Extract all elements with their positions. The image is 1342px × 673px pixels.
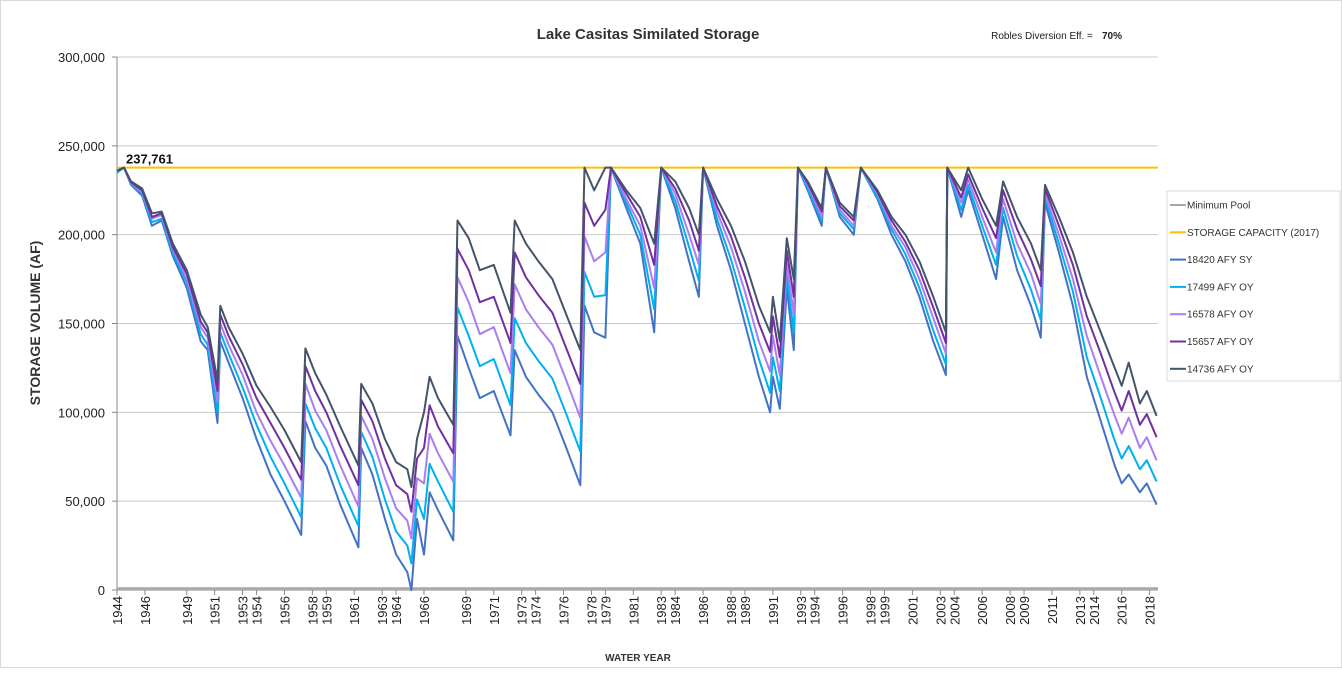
x-tick-label: 1996 [836, 596, 851, 625]
x-tick-label: 1988 [724, 596, 739, 625]
x-tick-label: 2003 [933, 596, 948, 625]
x-tick-label: 1963 [375, 596, 390, 625]
x-tick-label: 1971 [487, 596, 502, 625]
x-tick-label: 2008 [1003, 596, 1018, 625]
x-tick-label: 1994 [808, 596, 823, 625]
y-tick-label: 300,000 [58, 50, 105, 65]
x-tick-label: 1976 [557, 596, 572, 625]
x-tick-label: 2013 [1073, 596, 1088, 625]
x-tick-label: 1983 [654, 596, 669, 625]
note-value: 70% [1102, 31, 1122, 42]
y-axis-title: STORAGE VOLUME (AF) [27, 241, 43, 406]
x-tick-label: 1954 [250, 596, 265, 625]
x-tick-label: 1961 [347, 596, 362, 625]
legend-label: Minimum Pool [1187, 201, 1250, 212]
x-axis-title: WATER YEAR [605, 653, 672, 664]
x-tick-label: 1953 [236, 596, 251, 625]
legend-label: 18420 AFY SY [1187, 255, 1253, 266]
x-tick-label: 1989 [738, 596, 753, 625]
x-tick-label: 1998 [864, 596, 879, 625]
x-tick-label: 1969 [459, 596, 474, 625]
x-tick-label: 2011 [1045, 596, 1060, 624]
x-tick-label: 1958 [305, 596, 320, 625]
legend-box [1166, 190, 1341, 382]
series-line [116, 166, 1158, 565]
y-tick-label: 200,000 [58, 228, 105, 243]
y-tick-label: 100,000 [58, 405, 105, 420]
reference-label: 237,761 [126, 152, 173, 167]
series-line [116, 166, 1158, 540]
series-line [116, 166, 1158, 513]
y-tick-label: 0 [98, 583, 105, 598]
x-tick-label: 1999 [877, 596, 892, 625]
x-tick-label: 1956 [277, 596, 292, 625]
x-tick-label: 1951 [208, 596, 223, 625]
x-tick-label: 2016 [1115, 596, 1130, 625]
x-tick-label: 2014 [1087, 596, 1102, 625]
x-tick-label: 1946 [138, 596, 153, 625]
x-tick-label: 1973 [515, 596, 530, 625]
legend-label: 15657 AFY OY [1187, 337, 1254, 348]
series-line [116, 166, 1158, 488]
legend-label: STORAGE CAPACITY (2017) [1187, 228, 1319, 239]
x-tick-label: 2001 [905, 596, 920, 625]
x-tick-label: 1964 [389, 596, 404, 625]
legend-label: 14736 AFY OY [1187, 364, 1254, 375]
x-tick-label: 2009 [1017, 596, 1032, 625]
series-line [116, 166, 1158, 591]
x-tick-label: 1986 [696, 596, 711, 625]
x-tick-label: 2006 [975, 596, 990, 625]
x-tick-label: 1978 [584, 596, 599, 625]
x-tick-label: 1966 [417, 596, 432, 625]
x-tick-label: 1993 [794, 596, 809, 625]
x-tick-label: 1991 [766, 596, 781, 625]
x-tick-label: 1974 [529, 596, 544, 625]
x-tick-label: 1984 [668, 596, 683, 625]
y-tick-label: 250,000 [58, 139, 105, 154]
legend-label: 16578 AFY OY [1187, 310, 1254, 321]
note-label: Robles Diversion Eff. = [991, 31, 1093, 42]
legend-label: 17499 AFY OY [1187, 282, 1254, 293]
x-tick-label: 1959 [319, 596, 334, 625]
x-tick-label: 1981 [626, 596, 641, 625]
y-tick-label: 50,000 [65, 494, 105, 509]
x-tick-label: 1944 [110, 596, 125, 625]
x-tick-label: 1979 [598, 596, 613, 625]
x-tick-label: 1949 [180, 596, 195, 625]
x-tick-label: 2004 [947, 596, 962, 625]
chart-title: Lake Casitas Similated Storage [537, 26, 760, 43]
y-tick-label: 150,000 [58, 317, 105, 332]
x-tick-label: 2018 [1143, 596, 1158, 625]
